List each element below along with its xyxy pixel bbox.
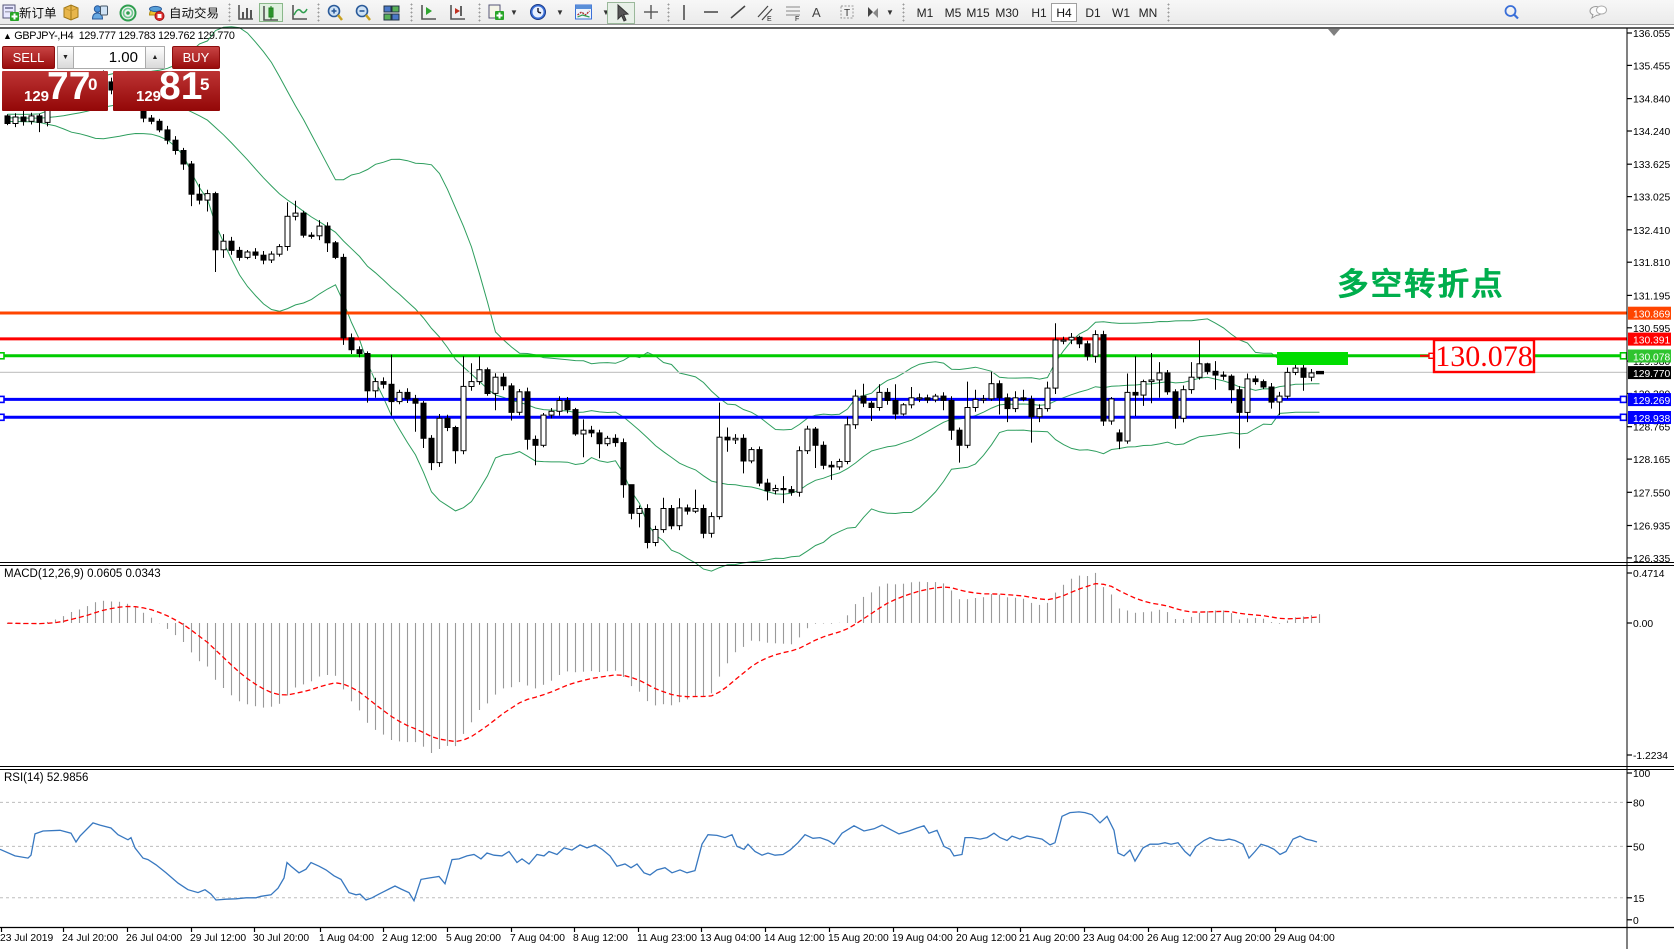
svg-text:126.335: 126.335 <box>1633 554 1670 565</box>
svg-text:135.455: 135.455 <box>1633 61 1670 72</box>
svg-text:134.840: 134.840 <box>1633 95 1670 106</box>
svg-text:130.595: 130.595 <box>1633 324 1670 335</box>
svg-text:24 Jul 20:00: 24 Jul 20:00 <box>62 933 118 944</box>
svg-text:128.165: 128.165 <box>1633 455 1670 466</box>
svg-text:29 Jul 12:00: 29 Jul 12:00 <box>190 933 246 944</box>
svg-text:128.938: 128.938 <box>1633 414 1670 425</box>
svg-text:50: 50 <box>1633 842 1645 853</box>
svg-text:130.078: 130.078 <box>1435 340 1533 373</box>
svg-text:130.078: 130.078 <box>1633 352 1670 363</box>
svg-text:0.00: 0.00 <box>1633 619 1653 630</box>
svg-text:21 Aug 20:00: 21 Aug 20:00 <box>1019 933 1080 944</box>
svg-text:131.810: 131.810 <box>1633 258 1670 269</box>
svg-text:19 Aug 04:00: 19 Aug 04:00 <box>892 933 953 944</box>
svg-text:14 Aug 12:00: 14 Aug 12:00 <box>764 933 825 944</box>
svg-text:23 Jul 2019: 23 Jul 2019 <box>0 933 54 944</box>
svg-text:RSI(14) 52.9856: RSI(14) 52.9856 <box>4 772 88 784</box>
svg-text:130.869: 130.869 <box>1633 310 1670 321</box>
svg-text:128.765: 128.765 <box>1633 423 1670 434</box>
svg-text:100: 100 <box>1633 769 1650 780</box>
svg-text:15: 15 <box>1633 894 1645 905</box>
svg-text:129.770: 129.770 <box>1633 369 1670 380</box>
svg-text:127.550: 127.550 <box>1633 488 1670 499</box>
svg-text:T: T <box>844 8 850 19</box>
svg-text:27 Aug 20:00: 27 Aug 20:00 <box>1210 933 1271 944</box>
svg-text:1 Aug 04:00: 1 Aug 04:00 <box>319 933 374 944</box>
svg-text:2 Aug 12:00: 2 Aug 12:00 <box>382 933 437 944</box>
svg-text:129.269: 129.269 <box>1633 396 1670 407</box>
svg-text:129.980: 129.980 <box>1633 357 1670 368</box>
svg-text:0: 0 <box>1633 916 1639 927</box>
svg-text:126.935: 126.935 <box>1633 522 1670 533</box>
svg-text:E: E <box>767 16 772 23</box>
svg-text:26 Jul 04:00: 26 Jul 04:00 <box>126 933 182 944</box>
svg-text:134.240: 134.240 <box>1633 127 1670 138</box>
svg-text:131.195: 131.195 <box>1633 291 1670 302</box>
svg-text:29 Aug 04:00: 29 Aug 04:00 <box>1274 933 1335 944</box>
svg-text:23 Aug 04:00: 23 Aug 04:00 <box>1083 933 1144 944</box>
svg-text:15 Aug 20:00: 15 Aug 20:00 <box>828 933 889 944</box>
svg-text:0.4714: 0.4714 <box>1633 569 1665 580</box>
svg-text:30 Jul 20:00: 30 Jul 20:00 <box>253 933 309 944</box>
svg-text:多空转折点: 多空转折点 <box>1337 267 1505 302</box>
svg-text:130.391: 130.391 <box>1633 336 1670 347</box>
svg-text:136.055: 136.055 <box>1633 29 1670 40</box>
svg-text:5 Aug 20:00: 5 Aug 20:00 <box>446 933 501 944</box>
svg-text:-1.2234: -1.2234 <box>1633 751 1668 762</box>
svg-text:26 Aug 12:00: 26 Aug 12:00 <box>1147 933 1208 944</box>
svg-text:133.625: 133.625 <box>1633 160 1670 171</box>
svg-text:11 Aug 23:00: 11 Aug 23:00 <box>637 933 697 944</box>
svg-text:13 Aug 04:00: 13 Aug 04:00 <box>700 933 761 944</box>
svg-text:F: F <box>795 16 799 23</box>
svg-text:133.025: 133.025 <box>1633 193 1670 204</box>
svg-text:20 Aug 12:00: 20 Aug 12:00 <box>956 933 1017 944</box>
svg-text:7 Aug 04:00: 7 Aug 04:00 <box>510 933 565 944</box>
svg-text:MACD(12,26,9) 0.0605 0.0343: MACD(12,26,9) 0.0605 0.0343 <box>4 568 161 580</box>
svg-text:132.410: 132.410 <box>1633 226 1670 237</box>
svg-text:8 Aug 12:00: 8 Aug 12:00 <box>573 933 628 944</box>
svg-text:80: 80 <box>1633 798 1645 809</box>
